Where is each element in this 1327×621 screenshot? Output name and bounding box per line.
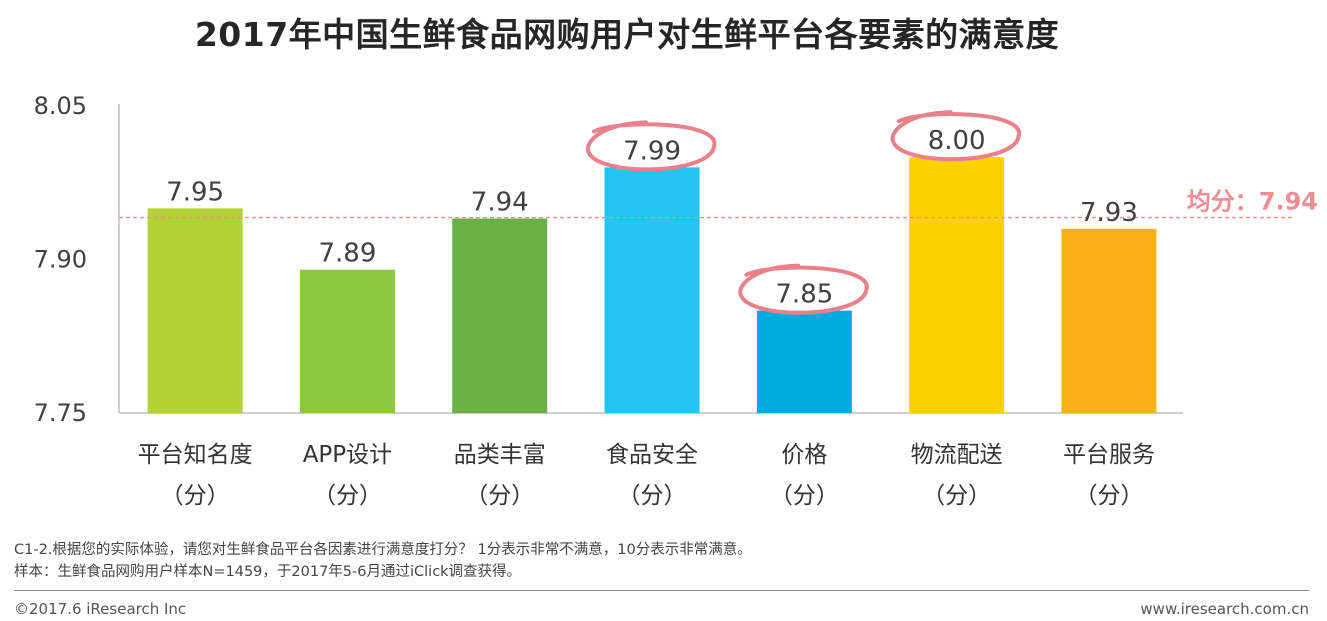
y-tick-label: 7.75 — [34, 399, 87, 427]
category-unit-label: （分） — [618, 483, 687, 509]
website-link[interactable]: www.iresearch.com.cn — [1140, 600, 1309, 618]
bars-layer — [147, 157, 1157, 413]
bar-7 — [1061, 228, 1157, 413]
bar-5 — [756, 310, 852, 413]
data-label: 7.94 — [471, 188, 529, 218]
footer-divider — [14, 590, 1309, 591]
average-layer: 均分：7.94 — [119, 188, 1318, 219]
chart-title: 2017年中国生鲜食品网购用户对生鲜平台各要素的满意度 — [194, 15, 1060, 54]
category-unit-label: （分） — [465, 483, 534, 509]
highlight-circle — [738, 263, 869, 315]
bar-2 — [299, 269, 395, 413]
survey-question-note: C1-2.根据您的实际体验，请您对生鲜食品平台各因素进行满意度打分？ 1分表示非… — [14, 542, 752, 558]
y-tick-label: 7.90 — [34, 246, 87, 274]
category-label: 平台服务 — [1063, 442, 1155, 468]
data-label: 7.95 — [166, 177, 224, 207]
data-label: 7.99 — [623, 136, 681, 166]
average-label: 均分：7.94 — [1187, 188, 1318, 216]
category-label: 平台知名度 — [138, 442, 253, 468]
sample-note: 样本：生鲜食品网购用户样本N=1459，于2017年5-6月通过iClick调查… — [14, 564, 522, 580]
category-unit-label: （分） — [922, 483, 991, 509]
category-unit-label: （分） — [770, 483, 839, 509]
y-tick-label: 8.05 — [34, 92, 87, 120]
highlight-circle — [586, 120, 717, 172]
highlight-circle — [890, 110, 1021, 162]
data-label: 7.89 — [319, 239, 377, 269]
labels-layer: 7.95 平台知名度 （分） 7.89 APP设计 （分） 7.94 品类丰富 （分） 7.99 食… — [138, 126, 1155, 509]
category-unit-label: （分） — [161, 483, 230, 509]
bar-3 — [452, 218, 548, 413]
category-unit-label: （分） — [1074, 483, 1143, 509]
category-label: 品类丰富 — [454, 442, 546, 468]
data-label: 7.85 — [775, 280, 833, 310]
data-label: 8.00 — [928, 126, 986, 156]
category-label: 物流配送 — [911, 442, 1003, 468]
category-unit-label: （分） — [313, 483, 382, 509]
category-label: APP设计 — [303, 442, 392, 468]
data-label: 7.93 — [1080, 198, 1138, 228]
highlight-layer — [586, 110, 1021, 315]
category-label: 食品安全 — [606, 442, 698, 468]
bar-6 — [909, 157, 1005, 413]
copyright-text: ©2017.6 iResearch Inc — [14, 600, 187, 618]
bar-4 — [604, 167, 700, 413]
bar-1 — [147, 208, 243, 413]
category-label: 价格 — [781, 442, 827, 468]
